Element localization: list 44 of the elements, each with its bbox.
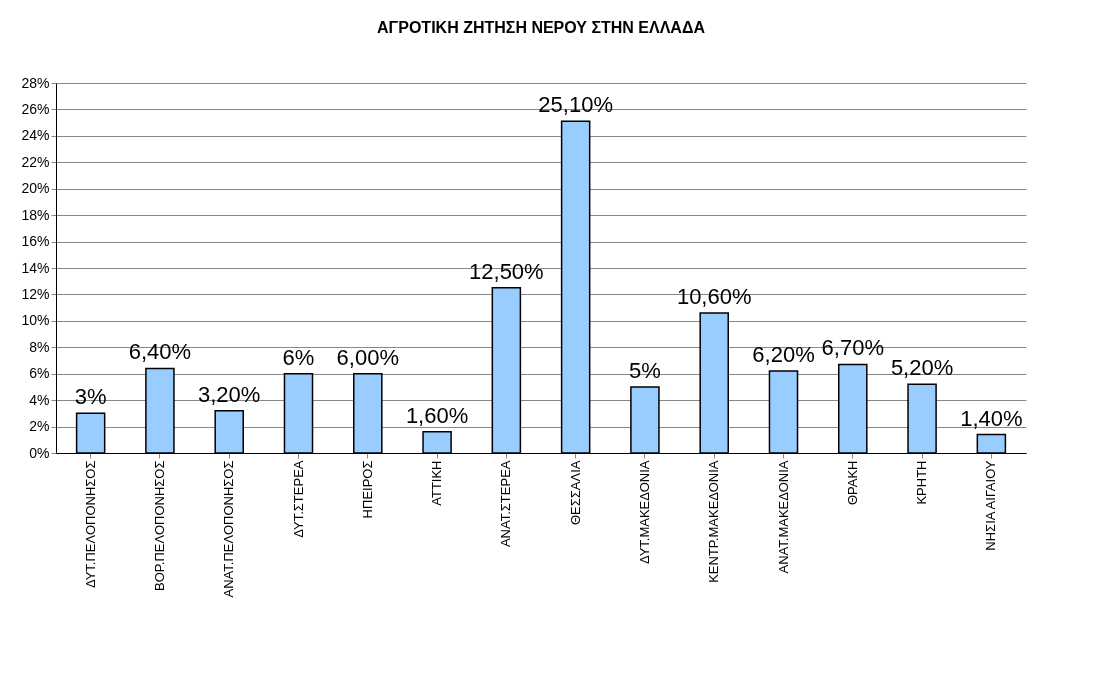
y-tick-label: 24% [21, 127, 50, 144]
data-label: 25,10% [538, 92, 613, 118]
x-tick-label: ΒΟΡ.ΠΕΛΟΠΟΝΗΣΟΣ [151, 460, 167, 591]
y-tick-label: 22% [21, 153, 50, 170]
x-tick-label: ΔΥΤ.ΠΕΛΟΠΟΝΗΣΟΣ [82, 460, 98, 589]
x-tick-label: ΑΤΤΙΚΗ [429, 460, 445, 506]
data-label: 6,00% [336, 344, 399, 370]
data-label: 3% [74, 384, 107, 410]
y-tick-label: 8% [29, 338, 50, 355]
data-label: 1,40% [960, 405, 1023, 431]
data-label: 6% [282, 344, 315, 370]
y-tick-label: 0% [29, 444, 50, 461]
chart-title: ΑΓΡΟΤΙΚΗ ΖΗΤΗΣΗ ΝΕΡΟΥ ΣΤΗΝ ΕΛΛΑΔΑ [377, 19, 706, 36]
y-tick-label: 2% [29, 418, 50, 435]
x-tick-label: ΗΠΕΙΡΟΣ [359, 460, 375, 519]
y-tick-label: 16% [21, 233, 50, 250]
data-label: 10,60% [676, 283, 752, 309]
x-tick-label: ΑΝΑΤ.ΣΤΕΡΕΑ [498, 460, 514, 548]
data-label: 12,50% [469, 258, 544, 284]
data-label: 5,20% [890, 355, 954, 381]
y-tick-label: 26% [21, 100, 50, 117]
y-tick-label: 20% [21, 180, 50, 197]
y-tick-label: 28% [21, 74, 50, 91]
x-tick-label: ΘΕΣΣΑΛΙΑ [567, 460, 583, 525]
data-label: 6,70% [821, 335, 884, 361]
x-tick-label: ΔΥΤ.ΣΤΕΡΕΑ [290, 460, 306, 538]
y-tick-label: 6% [29, 365, 50, 382]
data-label: 1,60% [405, 402, 469, 428]
y-tick-label: 14% [21, 259, 50, 276]
x-tick-label: ΑΝΑΤ.ΠΕΛΟΠΟΝΗΣΟΣ [221, 460, 237, 598]
x-tick-label: ΔΥΤ.ΜΑΚΕΔΟΝΙΑ [636, 460, 652, 565]
y-tick-label: 12% [21, 285, 50, 302]
y-tick-label: 4% [29, 391, 50, 408]
data-label: 6,20% [752, 342, 815, 368]
x-tick-label: ΚΕΝΤΡ.ΜΑΚΕΔΟΝΙΑ [706, 460, 722, 583]
x-tick-label: ΑΝΑΤ.ΜΑΚΕΔΟΝΙΑ [775, 460, 791, 574]
y-tick-label: 10% [21, 312, 50, 329]
x-tick-label: ΚΡΗΤΗ [914, 460, 930, 505]
data-label: 3,20% [198, 381, 261, 407]
x-tick-label: ΘΡΑΚΗ [844, 460, 860, 506]
x-tick-label: ΝΗΣΙΑ ΑΙΓΑΙΟΥ [983, 460, 999, 551]
data-label: 6,40% [128, 339, 192, 365]
data-label: 5% [629, 357, 661, 383]
y-tick-label: 18% [21, 206, 50, 223]
